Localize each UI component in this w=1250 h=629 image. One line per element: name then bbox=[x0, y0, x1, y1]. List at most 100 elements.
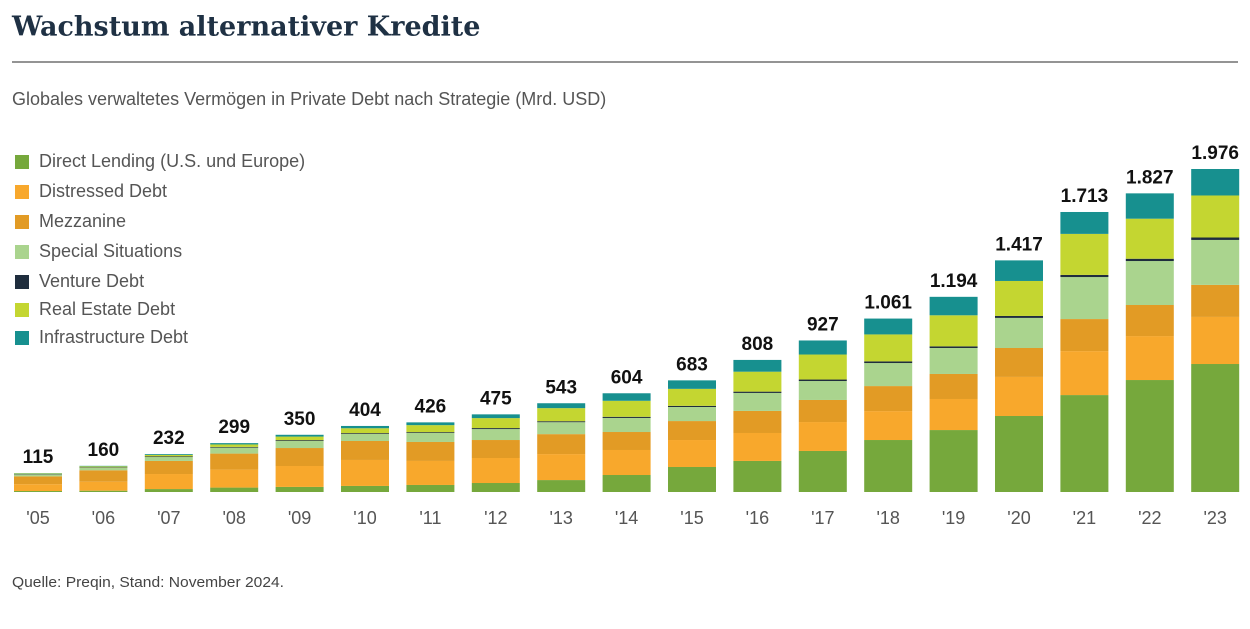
bar-segment bbox=[341, 460, 389, 486]
total-label: 1.976 bbox=[1191, 143, 1239, 164]
bar-segment bbox=[930, 346, 978, 348]
bar-segment bbox=[276, 437, 324, 441]
x-tick-label: '19 bbox=[942, 508, 965, 528]
bar-segment bbox=[733, 360, 781, 372]
bar-segment bbox=[799, 400, 847, 422]
bar-segment bbox=[930, 399, 978, 430]
x-tick-label: '23 bbox=[1203, 508, 1226, 528]
bar-segment bbox=[14, 474, 62, 476]
bar-segment bbox=[930, 374, 978, 399]
bar-segment bbox=[864, 386, 912, 411]
x-tick-label: '20 bbox=[1007, 508, 1030, 528]
bar-segment bbox=[1126, 336, 1174, 380]
bar-segment bbox=[406, 432, 454, 433]
x-tick-label: '18 bbox=[876, 508, 899, 528]
bar-segment bbox=[799, 451, 847, 492]
bar-segment bbox=[145, 455, 193, 456]
bar-segment bbox=[864, 440, 912, 492]
bar-segment bbox=[406, 433, 454, 442]
x-tick-label: '08 bbox=[222, 508, 245, 528]
bar-segment bbox=[210, 447, 258, 448]
x-tick-label: '10 bbox=[353, 508, 376, 528]
bar-segment bbox=[537, 403, 585, 408]
x-tick-label: '11 bbox=[419, 508, 441, 528]
bar-segment bbox=[79, 470, 127, 481]
x-tick-label: '13 bbox=[549, 508, 572, 528]
bar-segment bbox=[406, 442, 454, 461]
x-tick-label: '09 bbox=[288, 508, 311, 528]
bar-segment bbox=[930, 297, 978, 315]
bar-segment bbox=[145, 489, 193, 492]
bar-segment bbox=[145, 461, 193, 474]
legend-label: Real Estate Debt bbox=[39, 299, 175, 319]
bar-segment bbox=[1191, 240, 1239, 285]
legend-swatch bbox=[15, 185, 29, 199]
bar-segment bbox=[864, 363, 912, 386]
bar-segment bbox=[210, 448, 258, 454]
legend-swatch bbox=[15, 215, 29, 229]
bar-segment bbox=[1060, 319, 1108, 351]
bar-segment bbox=[341, 434, 389, 441]
bar-segment bbox=[14, 484, 62, 491]
bar-segment bbox=[341, 433, 389, 434]
bar-segment bbox=[472, 418, 520, 428]
bar-segment bbox=[864, 411, 912, 440]
bar-segment bbox=[210, 470, 258, 488]
x-tick-label: '21 bbox=[1073, 508, 1096, 528]
legend-label: Special Situations bbox=[39, 241, 182, 261]
bar-segment bbox=[603, 475, 651, 492]
total-label: 604 bbox=[611, 367, 643, 388]
total-label: 543 bbox=[545, 377, 577, 398]
bar-segment bbox=[145, 474, 193, 489]
bar-segment bbox=[733, 461, 781, 492]
bar-segment bbox=[406, 461, 454, 485]
bar-segment bbox=[1191, 169, 1239, 195]
bar-segment bbox=[799, 381, 847, 400]
bar-segment bbox=[864, 334, 912, 361]
chart-subtitle: Globales verwaltetes Vermögen in Private… bbox=[12, 89, 606, 109]
x-tick-label: '16 bbox=[746, 508, 769, 528]
bar-segment bbox=[733, 393, 781, 411]
bar-segment bbox=[1126, 259, 1174, 261]
bar-segment bbox=[276, 441, 324, 448]
bar-segment bbox=[1126, 305, 1174, 336]
bar-segment bbox=[995, 281, 1043, 316]
bar-segment bbox=[864, 319, 912, 335]
total-label: 683 bbox=[676, 354, 708, 375]
bar-segment bbox=[603, 417, 651, 418]
bar-segment bbox=[1060, 275, 1108, 277]
bar-segment bbox=[995, 318, 1043, 348]
bar-segment bbox=[406, 425, 454, 432]
bar-segment bbox=[1060, 212, 1108, 234]
bar-segment bbox=[799, 422, 847, 451]
bar-segment bbox=[79, 468, 127, 470]
bar-segment bbox=[276, 448, 324, 466]
bar-segment bbox=[733, 411, 781, 433]
bar-segment bbox=[1126, 380, 1174, 492]
x-tick-label: '22 bbox=[1138, 508, 1161, 528]
bar-segment bbox=[537, 434, 585, 454]
bar-segment bbox=[603, 393, 651, 401]
bar-segment bbox=[995, 416, 1043, 492]
total-label: 232 bbox=[153, 428, 185, 449]
bar-segment bbox=[668, 440, 716, 467]
bar-segment bbox=[1060, 234, 1108, 275]
bar-segment bbox=[668, 406, 716, 407]
bar-segment bbox=[1126, 219, 1174, 259]
bar-segment bbox=[472, 428, 520, 429]
total-label: 160 bbox=[88, 440, 120, 461]
bar-segment bbox=[733, 433, 781, 461]
x-tick-label: '12 bbox=[484, 508, 507, 528]
legend-label: Infrastructure Debt bbox=[39, 327, 188, 347]
total-label: 1.713 bbox=[1061, 186, 1109, 207]
bar-segment bbox=[276, 440, 324, 441]
bar-segment bbox=[799, 355, 847, 380]
total-label: 115 bbox=[23, 447, 54, 468]
bar-segment bbox=[1191, 195, 1239, 237]
bar-segment bbox=[145, 457, 193, 461]
bar-segment bbox=[14, 476, 62, 484]
bar-segment bbox=[864, 361, 912, 363]
bar-segment bbox=[79, 466, 127, 467]
legend-label: Venture Debt bbox=[39, 271, 144, 291]
bar-segment bbox=[930, 430, 978, 492]
